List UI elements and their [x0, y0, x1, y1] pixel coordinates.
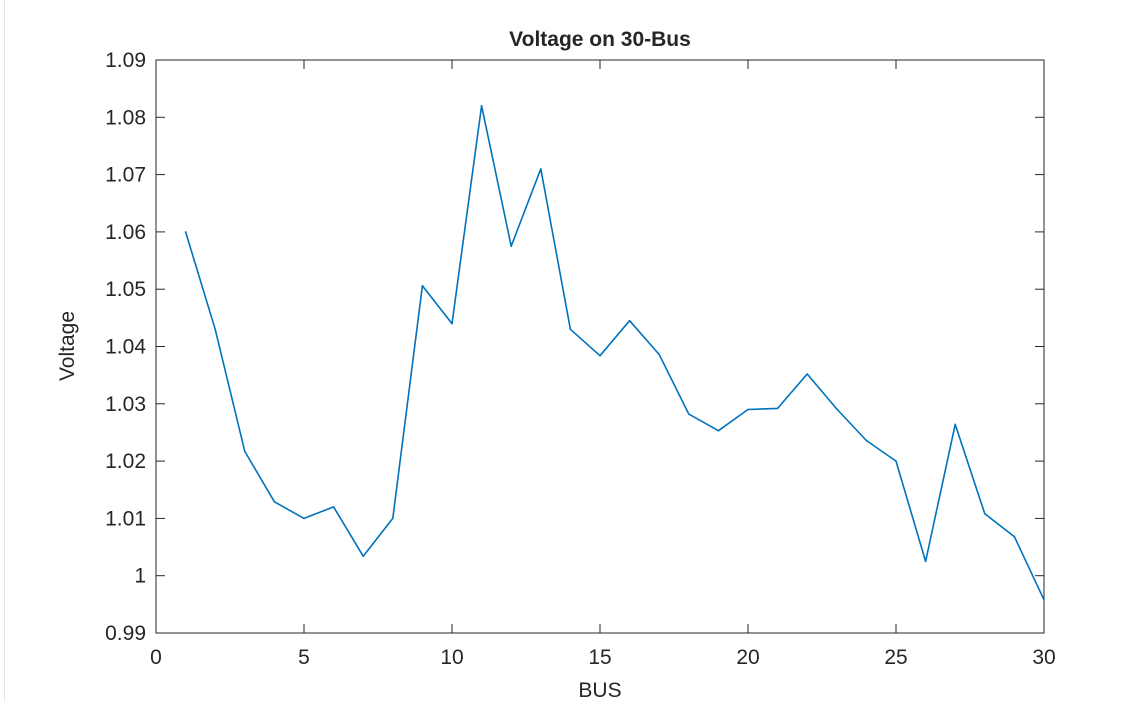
y-tick-label: 1.02 — [105, 450, 146, 473]
data-point — [273, 500, 276, 503]
series-line — [184, 105, 1045, 601]
data-point — [184, 231, 187, 233]
data-point — [599, 354, 601, 357]
data-point — [954, 423, 956, 426]
data-point — [392, 517, 394, 520]
data-point — [480, 105, 483, 107]
data-point — [303, 517, 305, 520]
data-point — [332, 506, 335, 508]
data-point — [451, 322, 453, 325]
data-point — [717, 429, 720, 432]
data-point — [688, 413, 690, 415]
y-tick-label: 0.99 — [105, 622, 146, 645]
data-point — [924, 560, 927, 563]
x-tick-label: 20 — [736, 646, 759, 669]
x-tick-label: 30 — [1032, 646, 1055, 669]
data-point — [510, 245, 512, 248]
data-point — [214, 328, 216, 331]
data-point — [776, 407, 779, 410]
y-tick-label: 1.04 — [105, 336, 146, 359]
y-axis-ticks: 0.99 1 1.01 1.02 1.03 1.04 1.05 1.06 1.07 1.08 1.0… — [105, 49, 1044, 645]
chart-title: Voltage on 30-Bus — [509, 28, 691, 51]
data-point — [244, 450, 246, 453]
data-point — [865, 439, 868, 442]
x-tick-label: 15 — [588, 646, 611, 669]
data-point — [1013, 535, 1016, 538]
data-point — [1043, 598, 1045, 601]
x-tick-label: 10 — [440, 646, 463, 669]
y-tick-label: 1.06 — [105, 221, 146, 244]
x-axis-label: BUS — [578, 679, 621, 702]
x-tick-label: 0 — [150, 646, 162, 669]
data-point — [895, 460, 897, 462]
y-tick-label: 1.09 — [105, 49, 146, 72]
data-point — [747, 408, 749, 411]
data-point — [362, 555, 365, 558]
y-tick-label: 1.07 — [105, 164, 146, 187]
data-point — [984, 513, 986, 515]
x-tick-label: 25 — [884, 646, 907, 669]
data-point — [628, 319, 631, 322]
y-tick-label: 1.08 — [105, 106, 146, 129]
data-point — [569, 328, 572, 331]
x-axis-ticks: 0 5 10 15 20 25 30 — [150, 60, 1056, 669]
data-point — [806, 373, 808, 375]
y-tick-label: 1.03 — [105, 393, 146, 416]
y-tick-label: 1 — [134, 565, 146, 588]
data-point — [836, 408, 838, 410]
plot-area — [155, 59, 1045, 634]
data-point — [658, 353, 660, 356]
x-tick-label: 5 — [298, 646, 310, 669]
window-edge — [4, 0, 5, 702]
y-tick-label: 1.05 — [105, 278, 146, 301]
data-point — [540, 168, 542, 170]
y-axis-label: Voltage — [56, 311, 79, 381]
data-point — [421, 284, 424, 287]
series-layer — [184, 105, 1045, 601]
y-tick-label: 1.01 — [105, 507, 146, 530]
